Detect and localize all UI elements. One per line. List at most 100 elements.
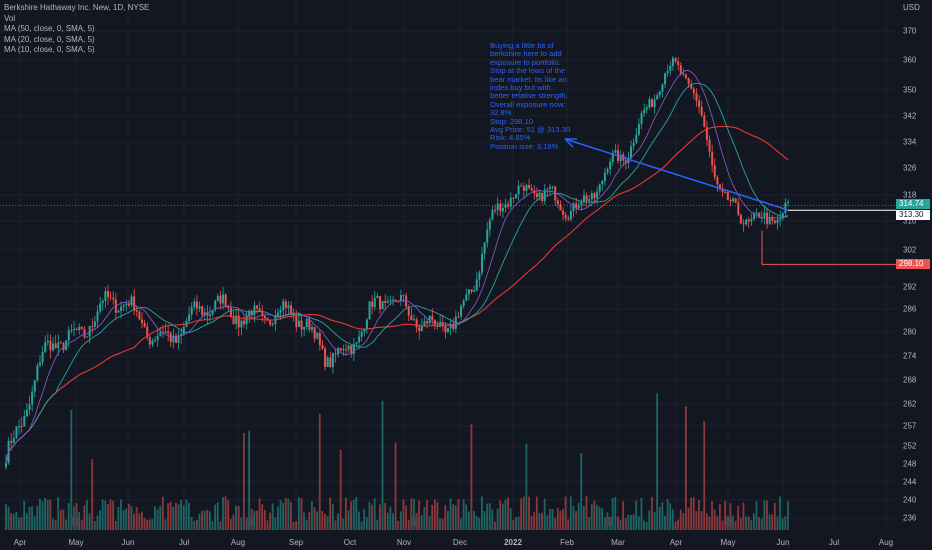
candle-body [703,115,706,128]
legend-ma20[interactable]: MA (20, close, 0, SMA, 5) [4,34,95,44]
volume-bar [632,514,635,530]
candle-body [175,335,177,343]
volume-bar [559,510,562,530]
volume-bar [324,513,326,530]
volume-bar [747,516,750,530]
candle-body [130,296,133,306]
candle-body [245,316,248,325]
volume-bar [347,510,350,530]
volume-bar [436,501,439,530]
candle-body [177,335,180,343]
volume-bar [83,505,86,530]
candle-body [481,253,483,273]
volume-bar [266,520,269,530]
volume-bar [352,499,355,530]
time-tick-label: Feb [560,538,574,547]
volume-bar [99,510,101,530]
candle-body [73,328,75,331]
candle-body [96,311,99,322]
candle-body [222,294,225,304]
volume-bar [350,501,353,530]
volume-bar [729,503,732,530]
volume-bar [195,519,198,530]
legend-title[interactable]: Berkshire Hathaway Inc. New, 1D, NYSE [4,3,150,12]
candle-body [277,312,279,316]
volume-bar [290,501,292,530]
volume-bar [405,505,407,530]
price-tick-label: 350 [903,85,917,95]
volume-bar [444,505,447,530]
time-tick-label: Sep [288,538,304,547]
volume-bar [734,521,737,530]
volume-bar [397,520,400,530]
event-marker-icon [726,517,734,526]
candle-body [329,357,332,368]
candle-body [452,324,455,329]
price-tick-label: 257 [903,421,917,431]
volume-bar [130,506,133,530]
volume-bar [724,500,727,530]
candle-body [243,320,245,325]
volume-bar [687,507,690,530]
volume-bar [473,511,475,530]
volume-bar [300,498,303,530]
candle-body [305,319,308,327]
candle-body [188,314,191,322]
volume-bar [407,519,410,530]
legend-ma10[interactable]: MA (10, close, 0, SMA, 5) [4,45,95,54]
candle-body [753,213,755,219]
candle-body [240,320,243,328]
volume-bar [622,501,625,530]
candle-body [248,310,251,317]
volume-bar [337,513,339,530]
candle-body [760,217,763,219]
candle-body [732,198,735,202]
candle-body [44,342,47,353]
candle-body [70,330,73,332]
candle-body [415,319,418,328]
candle-body [420,325,423,332]
volume-bar [33,516,36,530]
volume-bar [661,502,664,530]
volume-bar [708,516,711,530]
price-tick-label: 236 [903,513,917,523]
candle-body [787,202,789,204]
candle-body [590,193,593,200]
legend-vol[interactable]: Vol [4,13,16,23]
candle-body [180,333,183,336]
annotation-text[interactable]: Buying a little bit of berkshire here to… [490,41,571,151]
candle-body [666,70,669,74]
time-tick-label: Nov [396,538,412,547]
candle-body [355,342,358,344]
volume-bar [96,515,99,530]
volume-bar [339,449,342,530]
time-tick-label: May [68,538,84,547]
volume-bar [271,503,274,530]
volume-bar [277,506,279,530]
candle-body [755,212,758,214]
candle-body [141,319,143,324]
candle-body [91,326,94,328]
volume-bar [787,500,789,530]
event-marker-icon [410,517,418,526]
volume-bar [611,498,614,530]
legend-ma50[interactable]: MA (50, close, 0, SMA, 5) [4,24,95,33]
candle-body [86,336,89,338]
currency-label: USD [903,3,920,12]
candle-body [195,301,198,309]
volume-bar [67,503,70,530]
volume-bar [679,509,682,530]
volume-bar [167,503,169,530]
price-tick-label: 286 [903,304,917,314]
volume-bar [753,513,755,530]
candle-body [54,343,57,349]
volume-bar [481,496,483,530]
volume-bar [447,510,449,530]
candle-body [637,124,640,135]
candle-body [572,203,575,211]
candle-body [494,209,497,211]
volume-bar [44,498,47,530]
candle-body [261,312,264,317]
volume-bar [237,505,240,530]
